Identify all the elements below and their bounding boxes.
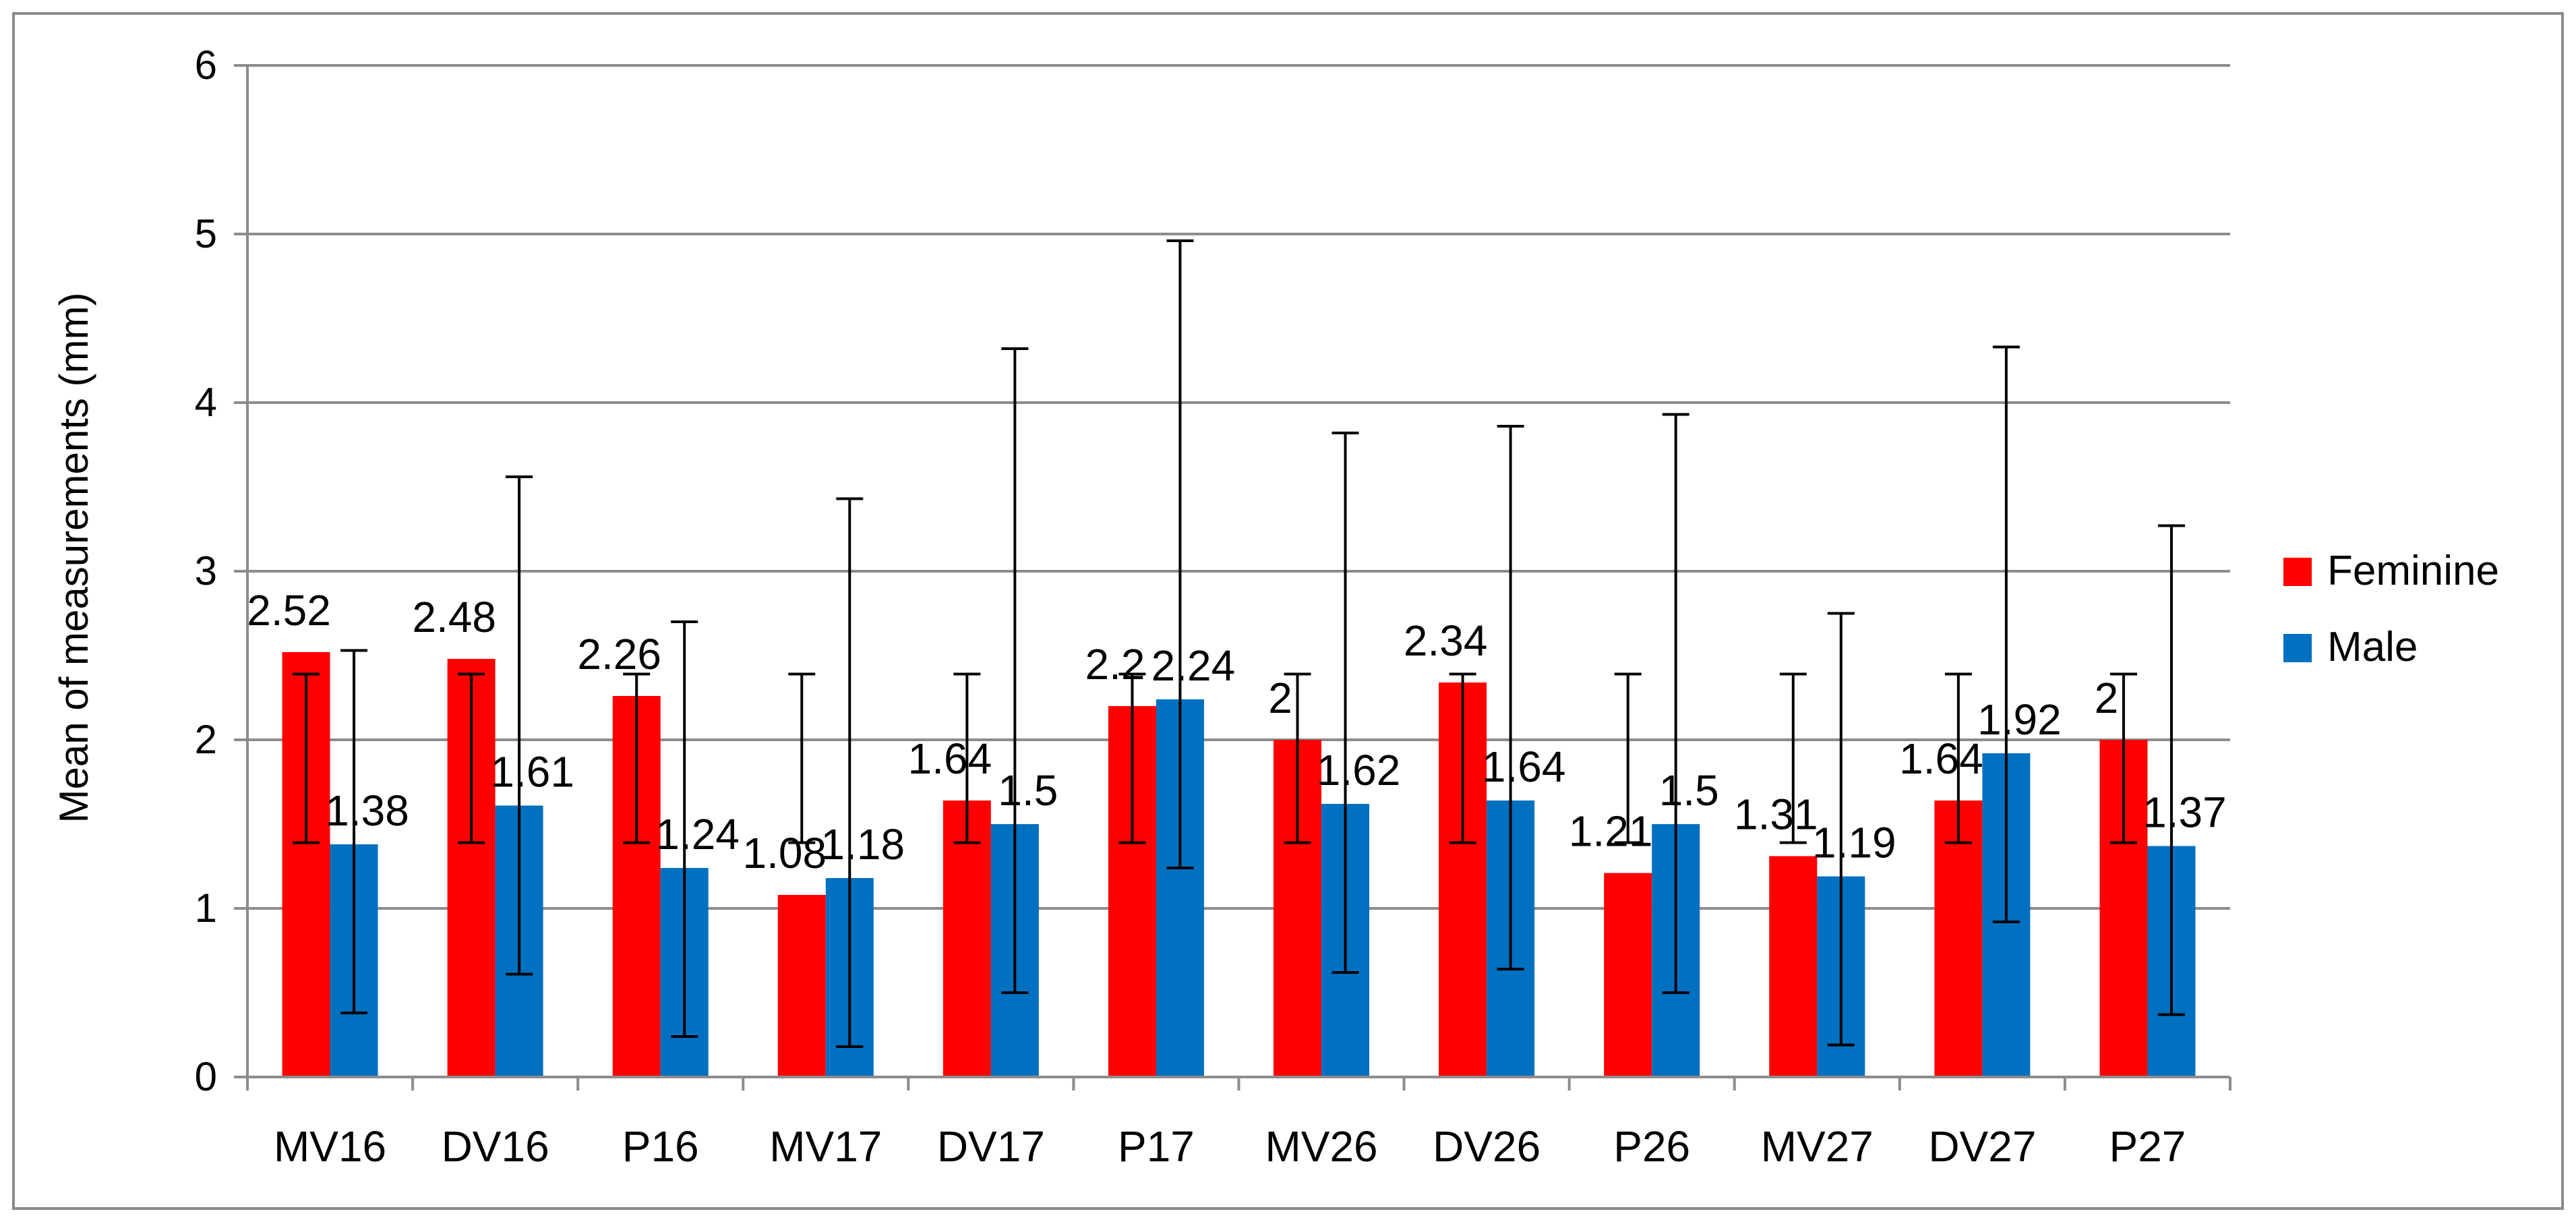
x-tick-label: P16: [622, 1122, 699, 1171]
bar-feminine: [942, 801, 991, 1077]
grid-layer: [247, 64, 2230, 910]
legend-swatch-male: [2283, 634, 2312, 662]
bar-feminine: [1604, 873, 1652, 1077]
data-label-feminine: 1.64: [1899, 734, 1983, 783]
data-label-feminine: 2: [2095, 674, 2119, 722]
x-tick-label: DV26: [1433, 1122, 1540, 1171]
x-tick-label: DV17: [937, 1122, 1045, 1171]
data-label-male: 1.64: [1482, 743, 1566, 791]
data-label-feminine: 1.21: [1569, 807, 1653, 856]
data-label-male: 2.24: [1151, 641, 1236, 690]
data-label-male: 1.37: [2143, 788, 2227, 837]
data-label-male: 1.24: [655, 810, 740, 859]
bar-feminine: [777, 895, 826, 1077]
y-tick-label: 6: [195, 42, 217, 88]
data-label-male: 1.5: [1659, 766, 1719, 815]
data-label-male: 1.18: [821, 820, 905, 869]
data-labels-layer: 2.52 2.48 2.26 1.08 1.64 2.2 2 2.34 1.21 1.31 1.64…: [247, 586, 2226, 877]
legend: Feminine Male: [2283, 548, 2499, 670]
x-tick-label: MV17: [769, 1122, 882, 1171]
data-label-male: 1.92: [1977, 695, 2062, 744]
legend-label-feminine: Feminine: [2327, 548, 2499, 594]
x-tick-label: DV27: [1928, 1122, 2036, 1171]
data-label-feminine: 2: [1268, 674, 1292, 722]
y-tick-label: 2: [195, 717, 217, 762]
data-label-male: 1.61: [490, 748, 574, 796]
bars-layer: [282, 652, 2196, 1077]
y-tick-label: 0: [195, 1054, 217, 1099]
data-label-male: 1.19: [1812, 819, 1896, 867]
data-label-feminine: 2.52: [247, 586, 331, 635]
legend-label-male: Male: [2327, 624, 2418, 670]
x-tick-label: MV26: [1265, 1122, 1377, 1171]
data-label-feminine: 1.64: [908, 734, 992, 783]
y-tick-label: 3: [195, 548, 217, 593]
error-bars-layer: [293, 239, 2185, 1048]
data-label-feminine: 2.48: [412, 593, 496, 641]
data-label-male: 1.62: [1317, 746, 1401, 794]
x-tick-label: DV16: [442, 1122, 549, 1171]
data-label-feminine: 1.31: [1734, 790, 1818, 839]
data-label-male: 1.38: [325, 786, 409, 835]
data-label-feminine: 2.2: [1085, 640, 1145, 689]
legend-swatch-feminine: [2283, 558, 2312, 586]
x-tick-label: P27: [2109, 1122, 2186, 1171]
x-tick-label: P26: [1613, 1122, 1690, 1171]
bar-feminine: [1769, 856, 1818, 1077]
bar-feminine: [1934, 801, 1983, 1077]
data-label-male: 1.5: [998, 766, 1058, 815]
x-tick-label: MV16: [274, 1122, 386, 1171]
data-label-feminine: 1.08: [743, 829, 827, 877]
data-label-feminine: 2.26: [577, 630, 661, 678]
x-tick-label: MV27: [1761, 1122, 1874, 1171]
data-label-feminine: 2.34: [1404, 616, 1488, 665]
y-tick-label: 4: [195, 380, 217, 425]
axis-layer: 0 1 2 3 4 5 6 MV16 DV16 P16 MV17 DV17 P17 MV26 DV26 P26…: [195, 42, 2231, 1171]
y-tick-label: 5: [195, 211, 217, 256]
y-tick-label: 1: [195, 885, 217, 931]
y-axis-title: Mean of measurements (mm): [51, 293, 96, 823]
x-tick-label: P17: [1118, 1122, 1195, 1171]
